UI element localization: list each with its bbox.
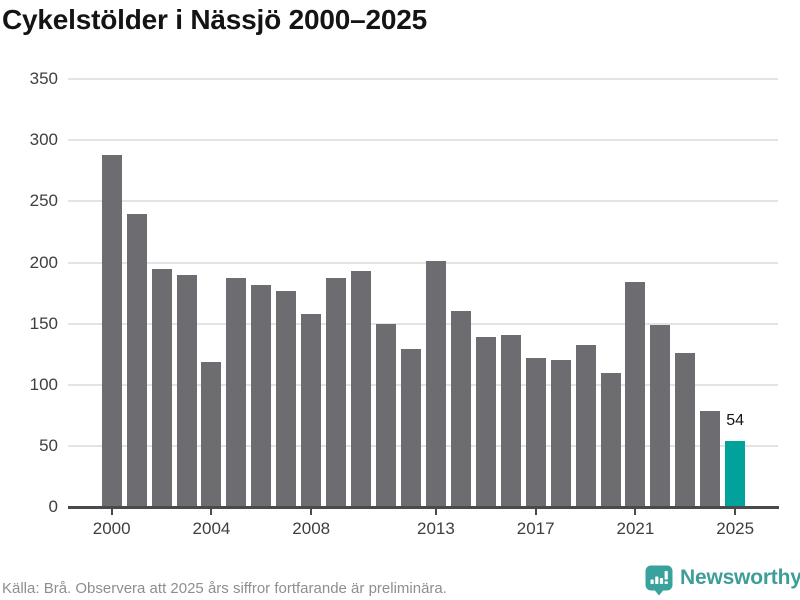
- bar-2021: [625, 282, 646, 508]
- y-axis-label-350: 350: [29, 68, 58, 88]
- y-axis-label-300: 300: [29, 130, 58, 150]
- bar-2001: [126, 213, 147, 508]
- bar-2013: [425, 261, 446, 508]
- x-axis-label-2004: 2004: [192, 519, 231, 538]
- x-tick-2004: [210, 508, 213, 515]
- bar-chart-bubble-icon: [645, 565, 673, 596]
- bar-2010: [351, 271, 372, 508]
- bar-2005: [226, 278, 247, 508]
- bar-2002: [151, 268, 172, 508]
- bar-2025: [725, 441, 746, 508]
- x-tick-2025: [734, 508, 737, 515]
- gridline-200: [68, 261, 778, 264]
- bar-2019: [575, 344, 596, 508]
- bar-2022: [650, 324, 671, 508]
- newsworthy-wordmark: Newsworthy: [680, 566, 800, 589]
- bar-2017: [525, 357, 546, 508]
- x-axis-label-2021: 2021: [616, 519, 655, 538]
- source-note: Källa: Brå. Observera att 2025 års siffr…: [2, 580, 447, 597]
- gridline-150: [68, 322, 778, 325]
- x-axis-line: [68, 505, 779, 509]
- bar-2008: [301, 313, 322, 508]
- x-tick-2021: [634, 508, 637, 515]
- x-tick-2000: [110, 508, 113, 515]
- bar-value-label-2025: 54: [726, 412, 745, 430]
- x-tick-2017: [534, 508, 537, 515]
- gridline-50: [68, 445, 778, 448]
- x-axis-label-2013: 2013: [416, 519, 455, 538]
- x-tick-2013: [434, 508, 437, 515]
- x-axis-label-2017: 2017: [516, 519, 555, 538]
- bar-2009: [326, 278, 347, 508]
- bar-2011: [376, 323, 397, 508]
- bar-2000: [101, 154, 122, 508]
- bar-2018: [550, 360, 571, 508]
- bar-2024: [700, 410, 721, 508]
- bar-2003: [176, 274, 197, 508]
- x-axis-label-2025: 2025: [716, 519, 755, 538]
- y-axis-label-50: 50: [39, 436, 58, 456]
- bar-2020: [600, 372, 621, 508]
- x-axis-label-2008: 2008: [292, 519, 331, 538]
- y-axis-label-100: 100: [29, 374, 58, 394]
- gridline-250: [68, 200, 778, 203]
- gridline-350: [68, 77, 778, 80]
- bar-2004: [201, 361, 222, 508]
- bar-2006: [251, 284, 272, 508]
- x-axis-label-2000: 2000: [92, 519, 131, 538]
- bar-2012: [400, 349, 421, 508]
- x-tick-2008: [310, 508, 313, 515]
- newsworthy-logo: Newsworthy: [645, 565, 800, 598]
- bar-2015: [475, 337, 496, 508]
- bar-2014: [450, 311, 471, 508]
- gridline-300: [68, 139, 778, 142]
- chart-title: Cykelstölder i Nässjö 2000–2025: [2, 4, 427, 35]
- bar-2007: [276, 290, 297, 508]
- y-axis-label-0: 0: [48, 497, 58, 517]
- y-axis-label-200: 200: [29, 252, 58, 272]
- y-axis-label-250: 250: [29, 191, 58, 211]
- gridline-100: [68, 383, 778, 386]
- bar-2023: [675, 353, 696, 508]
- bar-2016: [500, 334, 521, 508]
- y-axis-label-150: 150: [29, 313, 58, 333]
